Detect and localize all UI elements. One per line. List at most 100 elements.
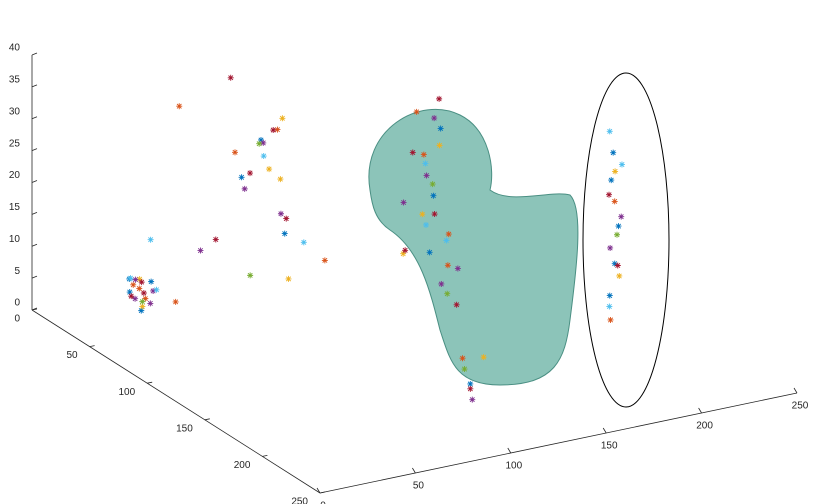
data-point [610,150,616,156]
z-tick [32,276,37,278]
data-point [136,286,142,292]
data-point [279,115,285,121]
data-point [278,211,284,217]
y-axis [320,393,797,493]
z-tick-label: 0 [14,298,20,309]
data-point [270,127,276,133]
data-point [430,193,436,199]
data-point [607,245,613,251]
data-point [431,115,437,121]
data-point [446,231,452,237]
x-tick [205,419,210,420]
data-point [612,198,618,204]
y-tick [794,388,797,393]
data-point [277,176,283,182]
data-point [423,222,429,228]
data-point [266,166,272,172]
data-point [301,239,307,245]
highlight-ellipse [583,73,669,407]
x-tick-label: 0 [14,314,20,325]
y-tick [508,448,511,453]
data-point [469,397,475,403]
data-point [432,211,438,217]
data-point [414,109,420,115]
data-point [616,223,622,229]
data-point [430,181,436,187]
data-point [322,257,328,263]
data-point [260,140,266,146]
data-point [256,141,262,147]
data-point [139,279,145,285]
data-point [128,293,134,299]
x-tick [320,492,325,493]
data-point [247,272,253,278]
data-point [421,152,427,158]
data-point [424,173,430,179]
data-point [282,231,288,237]
z-tick-label: 15 [9,202,21,213]
data-point [455,265,461,271]
z-tick-label: 25 [9,138,21,149]
data-point [444,291,450,297]
data-point [612,168,618,174]
y-tick [603,428,606,433]
data-point [141,290,147,296]
z-tick-label: 20 [9,170,21,181]
data-point [618,214,624,220]
data-point [139,299,145,305]
ticks: 0 5 10 15 20 25 30 35 40 0 50 100 150 200 250 0 50 100 150… [9,43,809,504]
x-tick [32,309,37,310]
x-tick [147,382,152,383]
data-point [437,142,443,148]
z-tick [32,244,37,246]
y-tick [699,408,702,413]
data-point [247,170,253,176]
data-point [454,302,460,308]
x-tick-label: 100 [119,387,136,398]
y-tick [412,468,415,473]
data-point [445,262,451,268]
x-axis [32,310,320,493]
data-point [148,279,154,285]
z-tick-label: 5 [14,266,20,277]
z-tick-label: 30 [9,106,21,117]
y-tick-label: 50 [413,481,425,492]
data-point [615,262,621,268]
data-point [481,354,487,360]
data-point [427,249,433,255]
data-point [607,293,613,299]
y-tick-label: 100 [505,461,522,472]
x-tick-label: 200 [234,460,251,471]
z-tick-label: 35 [9,75,21,86]
data-point [607,128,613,134]
data-point [460,355,466,361]
x-tick [262,455,267,456]
z-tick [32,181,37,183]
x-tick-label: 50 [66,350,78,361]
x-tick [90,346,95,347]
z-tick [32,85,37,87]
z-tick [32,212,37,214]
data-point [239,174,245,180]
data-point [130,282,136,288]
y-tick-label: 250 [792,401,809,412]
data-point [132,277,138,283]
data-point [419,211,425,217]
z-tick [32,117,37,119]
data-point [614,232,620,238]
chart: 0 5 10 15 20 25 30 35 40 0 50 100 150 200 250 0 50 100 150… [0,0,818,504]
data-point [286,276,292,282]
x-tick-label: 250 [291,497,308,504]
data-point [467,386,473,392]
data-point [608,317,614,323]
x-tick-label: 150 [176,423,193,434]
data-point [443,238,449,244]
z-tick [32,53,37,55]
y-tick-label: 0 [320,501,326,504]
z-tick-label: 10 [9,234,21,245]
y-tick-label: 150 [601,441,618,452]
data-point [261,153,267,159]
z-tick-label: 40 [9,43,21,54]
data-point [422,161,428,167]
data-point [402,247,408,253]
